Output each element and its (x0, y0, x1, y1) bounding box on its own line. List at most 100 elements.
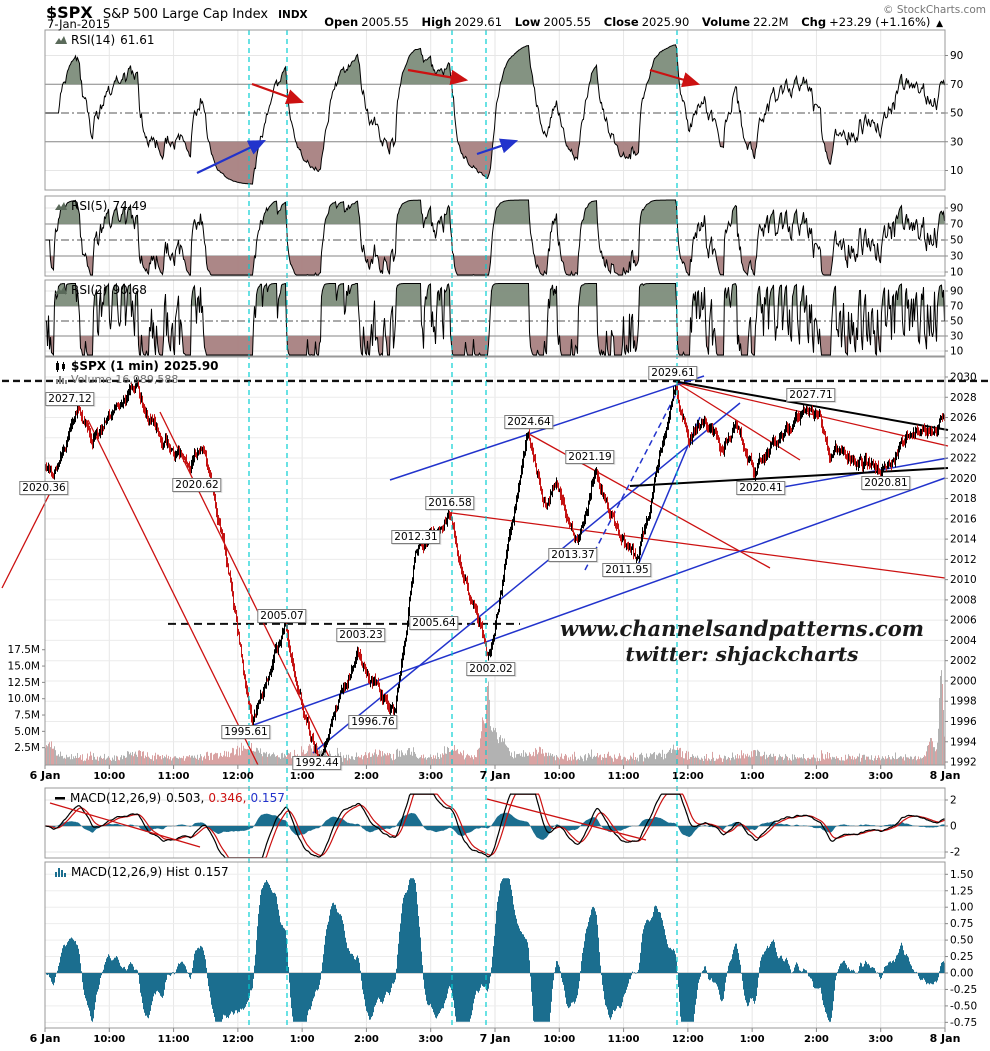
axis-or-chart-text: 10 (950, 267, 963, 279)
line-icon (55, 794, 66, 802)
price-annotation: 1992.44 (292, 756, 342, 770)
red-arrow-icon (251, 82, 305, 105)
axis-or-chart-text: 8 Jan (930, 1032, 961, 1045)
blue-arrow-icon (196, 140, 266, 174)
axis-or-chart-text: 0.00 (950, 968, 973, 980)
rsi2-label: RSI(2) 90.68 (55, 283, 147, 297)
axis-or-chart-text: 1:00 (740, 771, 765, 782)
price-annotation: 2024.64 (504, 415, 554, 429)
axis-or-chart-text: 1.50 (950, 869, 973, 881)
axis-or-chart-text: 50 (950, 235, 963, 247)
price-annotation: 2021.19 (565, 450, 615, 464)
close-value: 2025.90 (641, 15, 690, 29)
volume-label: Volume (701, 15, 751, 29)
axis-or-chart-text: 2022 (950, 453, 977, 465)
high-value: 2029.61 (454, 15, 503, 29)
axis-or-chart-text: 2026 (950, 412, 977, 424)
axis-or-chart-text: -2 (950, 847, 960, 859)
axis-or-chart-text: 70 (950, 79, 963, 91)
price-annotation: 1995.61 (221, 725, 271, 739)
red-arrow-icon (407, 68, 469, 85)
axis-or-chart-text: 50 (950, 108, 963, 120)
low-label: Low (514, 15, 541, 29)
chg-up-arrow-icon: ▲ (936, 19, 943, 29)
axis-or-chart-text: 70 (950, 219, 963, 231)
open-label: Open (324, 15, 359, 29)
histogram-icon (55, 867, 67, 877)
axis-or-chart-text: 1.25 (950, 885, 973, 897)
symbol: $SPX (46, 3, 93, 22)
area-chart-icon (55, 201, 67, 211)
axis-or-chart-text: 90 (950, 50, 963, 62)
price-annotation: 2020.41 (736, 481, 786, 495)
axis-or-chart-text: 10:00 (93, 771, 125, 782)
chart-title: $SPX S&P 500 Large Cap Index INDX (46, 3, 308, 22)
axis-or-chart-text: 1998 (950, 696, 977, 708)
axis-or-chart-text: 2002 (950, 655, 977, 667)
high-label: High (421, 15, 452, 29)
low-value: 2005.55 (543, 15, 592, 29)
symbol-exchange: INDX (278, 9, 308, 21)
axis-or-chart-text: 10.0M (8, 693, 40, 705)
axis-or-chart-text: 70 (950, 301, 963, 313)
area-chart-icon (55, 285, 67, 295)
price-annotation: 2027.71 (786, 388, 836, 402)
price-annotation: 2012.31 (391, 530, 441, 544)
axis-or-chart-text: 12:00 (672, 1034, 704, 1045)
axis-or-chart-text: 17.5M (8, 644, 40, 656)
macd-label: MACD(12,26,9) 0.503, 0.346, 0.157 (55, 791, 285, 805)
axis-or-chart-text: 2 (950, 795, 957, 807)
axis-or-chart-text: 2030 (950, 372, 977, 384)
candlestick-icon (54, 360, 67, 372)
axis-or-chart-text: 2004 (950, 635, 977, 647)
price-annotation: 1996.76 (348, 715, 398, 729)
axis-or-chart-text: 10:00 (543, 771, 575, 782)
axis-or-chart-text: 2:00 (354, 1034, 379, 1045)
axis-or-chart-text: 6 Jan (30, 769, 61, 782)
macd-signal-value: 0.346, (208, 791, 247, 805)
price-annotation: 2016.58 (425, 496, 475, 510)
symbol-name: S&P 500 Large Cap Index (102, 7, 269, 22)
axis-or-chart-text: 2012 (950, 554, 977, 566)
axis-or-chart-text: 2016 (950, 513, 977, 525)
axis-or-chart-text: -0.50 (950, 1000, 977, 1012)
axis-or-chart-text: 12.5M (8, 677, 40, 689)
axis-or-chart-text: 2024 (950, 432, 977, 444)
axis-or-chart-text: 2.5M (14, 742, 40, 754)
price-annotation: 2011.95 (602, 563, 652, 577)
axis-or-chart-text: 90 (950, 203, 963, 215)
axis-or-chart-text: 2014 (950, 534, 977, 546)
price-annotation: 2020.81 (861, 476, 911, 490)
axis-or-chart-text: 7 Jan (480, 769, 511, 782)
axis-or-chart-text: 1:00 (290, 1034, 315, 1045)
axis-or-chart-text: 2008 (950, 594, 977, 606)
area-chart-icon (55, 35, 67, 45)
axis-or-chart-text: 30 (950, 251, 963, 263)
axis-or-chart-text: 0.50 (950, 935, 973, 947)
axis-or-chart-text: 11:00 (608, 1034, 640, 1045)
copyright: © StockCharts.com (883, 4, 986, 16)
axis-or-chart-text: 7.5M (14, 710, 40, 722)
axis-or-chart-text: 2028 (950, 392, 977, 404)
axis-or-chart-text: 90 (950, 286, 963, 298)
axis-or-chart-text: 11:00 (608, 771, 640, 782)
axis-or-chart-text: 12:00 (672, 771, 704, 782)
axis-or-chart-text: 2000 (950, 675, 977, 687)
axis-or-chart-text: 15.0M (8, 661, 40, 673)
price-panel-label: $SPX (1 min) 2025.90 (54, 359, 219, 373)
axis-or-chart-text: 1:00 (740, 1034, 765, 1045)
axis-or-chart-text: 1.00 (950, 902, 973, 914)
axis-or-chart-text: 2018 (950, 493, 977, 505)
macd-hist-value: 0.157 (250, 791, 285, 805)
rsi14-label: RSI(14) 61.61 (55, 33, 155, 47)
watermark-line2: twitter: shjackcharts (626, 642, 859, 666)
macd-value: 0.503, (166, 791, 205, 805)
axis-or-chart-text: 3:00 (418, 771, 443, 782)
watermark-line1: www.channelsandpatterns.com (560, 616, 924, 641)
macd-hist-label: MACD(12,26,9) Hist 0.157 (55, 865, 229, 879)
axis-or-chart-text: 0.75 (950, 918, 973, 930)
price-annotation: 2029.61 (648, 366, 698, 380)
price-annotation: 2020.36 (19, 481, 69, 495)
